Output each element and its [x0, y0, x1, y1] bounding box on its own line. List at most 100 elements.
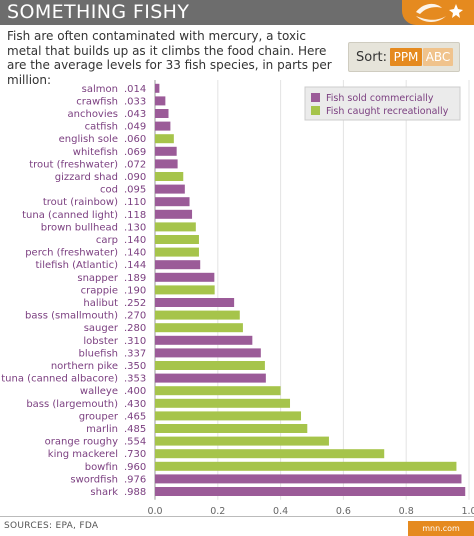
site-badge: mnn.com	[408, 521, 474, 536]
bar-category-label: bass (smallmouth)	[25, 311, 118, 322]
bar-category-label: king mackerel	[48, 449, 118, 460]
bar-value-label: .049	[124, 122, 146, 133]
bar	[155, 386, 281, 396]
bar	[155, 172, 184, 181]
x-tick-label: 0.8	[399, 506, 414, 514]
bar-category-label: trout (rainbow)	[43, 197, 118, 208]
bar	[155, 109, 169, 118]
bar	[155, 83, 160, 93]
bar-value-label: .130	[124, 222, 146, 233]
bar-category-label: trout (freshwater)	[29, 159, 118, 170]
bar	[155, 96, 166, 106]
bar-value-label: .090	[124, 172, 146, 183]
bar-category-label: crawfish	[76, 96, 118, 107]
bar	[155, 449, 385, 459]
sort-control: Sort: PPM ABC	[348, 42, 460, 72]
bar-category-label: grouper	[79, 411, 119, 422]
bar-category-label: tuna (canned light)	[22, 210, 118, 221]
bar-category-label: cod	[100, 185, 118, 196]
bar	[155, 411, 302, 421]
logo	[402, 0, 474, 25]
bar-category-label: tuna (canned albacore)	[1, 374, 118, 385]
legend-swatch-commercial	[311, 93, 320, 102]
bar-value-label: .060	[124, 134, 146, 145]
bar-category-label: swordfish	[70, 474, 118, 485]
bar-value-label: .270	[124, 311, 146, 322]
bar	[155, 260, 201, 270]
bar-category-label: walleye	[80, 386, 118, 397]
bar-category-label: bowfin	[85, 462, 118, 473]
bar-value-label: .310	[124, 336, 146, 347]
bar	[155, 134, 174, 144]
legend-swatch-recreational	[311, 106, 320, 115]
bar-value-label: .337	[124, 348, 146, 359]
legend-label-commercial: Fish sold commercially	[326, 93, 434, 104]
bar	[155, 159, 178, 169]
sort-abc-button[interactable]: ABC	[423, 48, 453, 66]
bar-value-label: .280	[124, 323, 146, 334]
bar-category-label: crappie	[81, 285, 118, 296]
bar-category-label: carp	[96, 235, 118, 246]
bar	[155, 247, 199, 257]
bar-value-label: .252	[124, 298, 146, 309]
bar-category-label: snapper	[77, 273, 119, 284]
bar-category-label: english sole	[59, 134, 118, 145]
bar-value-label: .140	[124, 248, 146, 259]
sort-label: Sort:	[356, 50, 388, 65]
bar-category-label: bass (largemouth)	[26, 399, 118, 410]
bar-category-label: anchovies	[68, 109, 118, 120]
bar-value-label: .014	[124, 84, 146, 95]
bar-value-label: .400	[124, 386, 146, 397]
bar	[155, 323, 243, 333]
bar-value-label: .976	[124, 474, 146, 485]
bar	[155, 235, 199, 244]
bar-category-label: salmon	[82, 84, 118, 95]
bar-category-label: tilefish (Atlantic)	[36, 260, 119, 271]
bar-value-label: .110	[124, 197, 146, 208]
sort-ppm-button[interactable]: PPM	[390, 48, 422, 66]
bar-category-label: sauger	[84, 323, 119, 334]
bar-value-label: .554	[124, 437, 146, 448]
bar-value-label: .072	[124, 159, 146, 170]
bar	[155, 335, 253, 345]
bar-category-label: brown bullhead	[41, 222, 118, 233]
bar-category-label: orange roughy	[45, 437, 118, 448]
bar	[155, 424, 308, 433]
bar-category-label: catfish	[85, 122, 118, 133]
bar-value-label: .033	[124, 96, 146, 107]
footer-divider	[0, 516, 474, 517]
bar	[155, 121, 171, 131]
bar-category-label: halibut	[83, 298, 118, 309]
bar	[155, 146, 177, 156]
bar	[155, 398, 291, 408]
bar-category-label: bluefish	[79, 348, 118, 359]
bar	[155, 285, 215, 295]
bar	[155, 348, 261, 358]
bar	[155, 373, 266, 383]
legend-box	[304, 86, 461, 121]
bar-category-label: northern pike	[51, 361, 118, 372]
bar-value-label: .730	[124, 449, 146, 460]
bar	[155, 197, 190, 207]
x-tick-label: 0.2	[210, 506, 225, 514]
sources-text: SOURCES: EPA, FDA	[4, 521, 99, 531]
bar-value-label: .043	[124, 109, 146, 120]
x-tick-label: 0.4	[273, 506, 288, 514]
bar-value-label: .988	[124, 487, 146, 498]
bar-value-label: .118	[124, 210, 146, 221]
bar	[155, 310, 240, 320]
sparkle-logo-icon	[416, 3, 463, 22]
bar	[155, 487, 466, 496]
x-tick-label: 1.0	[461, 506, 474, 514]
bar-category-label: lobster	[83, 336, 119, 347]
bar	[155, 209, 193, 219]
bar-value-label: .189	[124, 273, 146, 284]
bar-value-label: .190	[124, 285, 146, 296]
bar-value-label: .350	[124, 361, 146, 372]
bar	[155, 361, 265, 370]
bar-value-label: .485	[124, 424, 146, 435]
bar	[155, 474, 462, 484]
bar-value-label: .140	[124, 235, 146, 246]
bar-value-label: .353	[124, 374, 146, 385]
page-title: SOMETHING FISHY	[7, 1, 190, 23]
